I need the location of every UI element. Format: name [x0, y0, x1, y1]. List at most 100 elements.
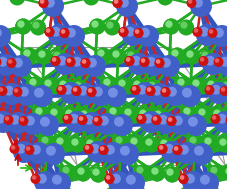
Circle shape	[51, 50, 67, 66]
Circle shape	[149, 166, 165, 181]
Circle shape	[202, 136, 218, 152]
Circle shape	[49, 172, 71, 189]
Circle shape	[223, 166, 227, 181]
Circle shape	[92, 169, 100, 176]
Circle shape	[155, 112, 177, 134]
Circle shape	[75, 83, 97, 105]
Circle shape	[108, 171, 130, 189]
Circle shape	[214, 111, 227, 133]
Circle shape	[146, 57, 156, 67]
Circle shape	[73, 87, 77, 92]
Circle shape	[211, 85, 221, 95]
Circle shape	[101, 77, 117, 92]
Circle shape	[220, 80, 227, 95]
Circle shape	[217, 136, 227, 153]
Circle shape	[61, 29, 65, 34]
Circle shape	[154, 111, 162, 118]
Circle shape	[217, 54, 227, 76]
Circle shape	[82, 59, 86, 64]
Circle shape	[18, 116, 29, 126]
Circle shape	[162, 88, 166, 93]
Circle shape	[112, 50, 120, 58]
Circle shape	[32, 175, 36, 180]
Circle shape	[90, 144, 100, 154]
Circle shape	[86, 139, 94, 147]
Circle shape	[206, 86, 210, 91]
Circle shape	[38, 50, 46, 58]
Circle shape	[23, 50, 31, 57]
Circle shape	[213, 109, 221, 117]
Circle shape	[104, 174, 114, 184]
Circle shape	[48, 106, 64, 122]
Circle shape	[66, 111, 88, 133]
Circle shape	[0, 25, 11, 47]
Circle shape	[137, 25, 159, 47]
Circle shape	[110, 49, 126, 64]
Circle shape	[106, 22, 114, 29]
Circle shape	[126, 57, 130, 62]
Circle shape	[97, 50, 105, 57]
Circle shape	[92, 116, 103, 126]
Circle shape	[120, 28, 124, 33]
Circle shape	[114, 117, 124, 127]
Circle shape	[42, 77, 58, 94]
Circle shape	[168, 117, 172, 122]
Circle shape	[20, 117, 24, 122]
Circle shape	[186, 50, 194, 58]
Circle shape	[140, 111, 162, 133]
Circle shape	[167, 87, 177, 97]
Circle shape	[166, 169, 174, 176]
Circle shape	[194, 28, 198, 33]
Circle shape	[46, 28, 50, 33]
Circle shape	[12, 87, 22, 97]
Circle shape	[69, 136, 85, 153]
Circle shape	[25, 116, 35, 126]
Circle shape	[21, 47, 37, 64]
Circle shape	[185, 114, 207, 136]
Circle shape	[164, 144, 174, 154]
Circle shape	[138, 115, 142, 120]
Circle shape	[59, 81, 67, 88]
Circle shape	[149, 83, 171, 105]
Circle shape	[140, 57, 150, 67]
Circle shape	[103, 78, 111, 86]
Circle shape	[183, 108, 190, 115]
Circle shape	[179, 145, 189, 155]
Circle shape	[135, 29, 139, 34]
Circle shape	[143, 114, 153, 124]
Circle shape	[16, 144, 26, 154]
Circle shape	[84, 115, 94, 125]
Circle shape	[122, 24, 144, 46]
Circle shape	[159, 145, 163, 150]
Circle shape	[225, 167, 227, 175]
Circle shape	[133, 28, 143, 38]
Circle shape	[226, 86, 227, 96]
Circle shape	[35, 108, 42, 115]
Circle shape	[50, 56, 61, 66]
Circle shape	[39, 0, 49, 8]
Circle shape	[187, 0, 197, 8]
Circle shape	[103, 78, 111, 86]
Circle shape	[0, 111, 14, 133]
Circle shape	[54, 136, 70, 152]
Circle shape	[84, 55, 106, 77]
Circle shape	[80, 111, 88, 118]
Circle shape	[50, 108, 58, 116]
Circle shape	[77, 115, 87, 125]
Circle shape	[13, 141, 35, 163]
Circle shape	[190, 77, 206, 94]
Text: a: a	[12, 138, 18, 147]
Circle shape	[156, 59, 160, 64]
Circle shape	[147, 87, 151, 92]
Circle shape	[38, 50, 46, 58]
Circle shape	[74, 81, 81, 89]
Circle shape	[132, 86, 136, 91]
Circle shape	[96, 113, 118, 135]
Circle shape	[124, 108, 132, 116]
Circle shape	[36, 49, 52, 64]
Circle shape	[131, 85, 141, 95]
Circle shape	[217, 114, 227, 124]
Circle shape	[193, 0, 203, 8]
Circle shape	[131, 56, 141, 66]
Circle shape	[208, 164, 224, 180]
